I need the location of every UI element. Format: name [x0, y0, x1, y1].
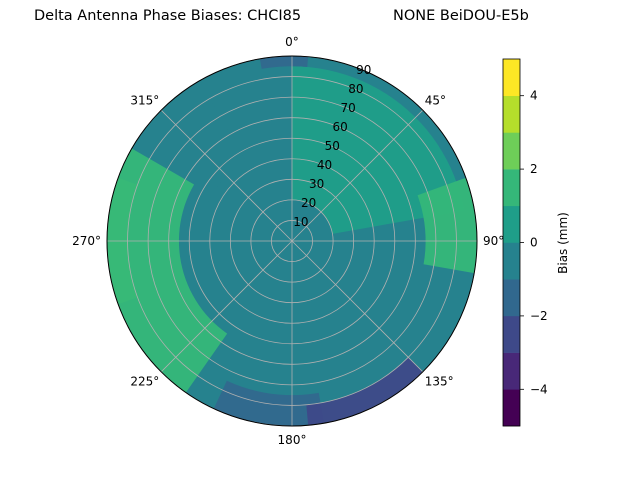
colorbar-tick-label: 2 [530, 162, 538, 176]
radial-tick-label: 70 [340, 101, 355, 115]
radial-tick-label: 20 [301, 196, 316, 210]
colorbar-level-block [503, 59, 520, 96]
contour-region-5 [213, 380, 325, 426]
polar-plot-area: 0° 45° 90° 135° 180° 225° 270° 315° 10 20 30 40 50 6… [72, 35, 504, 447]
theta-gridline-5 [160, 240, 293, 373]
radial-tick-label: 90 [356, 63, 371, 77]
colorbar-tick-label: 4 [530, 89, 538, 103]
radial-tick-label: 50 [325, 139, 340, 153]
contour-region-7 [259, 56, 309, 69]
theta-gridline-3 [291, 240, 424, 373]
theta-gridline-1 [291, 109, 424, 242]
radial-tick-label: 60 [333, 120, 348, 134]
theta-tick-label: 225° [130, 375, 159, 389]
theta-tick-label: 90° [483, 234, 504, 248]
colorbar-level-block [503, 315, 520, 353]
theta-tick-label: 270° [72, 234, 101, 248]
colorbar-ticks: −4 −2 0 2 4 [520, 89, 548, 396]
theta-tick-label: 180° [278, 433, 307, 447]
colorbar-level-block [503, 95, 520, 133]
theta-tick-label: 315° [130, 93, 159, 107]
colorbar-level-block [503, 132, 520, 170]
contour-region-1 [292, 66, 465, 234]
colorbar: −4 −2 0 2 4 Bias (mm) [502, 58, 570, 427]
chart-subtitle: NONE BeiDOU-E5b [393, 8, 529, 24]
chart-title: Delta Antenna Phase Biases: CHCI85 [34, 8, 302, 24]
radial-tick-label: 40 [317, 158, 332, 172]
radial-tick-label: 80 [348, 82, 363, 96]
theta-tick-label: 0° [285, 35, 299, 49]
colorbar-level-block [503, 205, 520, 243]
colorbar-blocks [503, 59, 520, 427]
contour-region-4 [107, 148, 228, 393]
radial-tick-label: 30 [309, 177, 324, 191]
radial-tick-labels: 10 20 30 40 50 60 70 80 90 [293, 63, 371, 229]
theta-tick-label: 135° [425, 375, 454, 389]
polar-frame [106, 55, 478, 427]
colorbar-label: Bias (mm) [556, 212, 570, 274]
colorbar-tick-label: 0 [530, 236, 538, 250]
colorbar-level-block [503, 242, 520, 280]
colorbar-tick-label: −2 [530, 309, 548, 323]
polar-grid [106, 55, 478, 427]
theta-tick-labels: 0° 45° 90° 135° 180° 225° 270° 315° [72, 35, 504, 447]
theta-gridline-7 [160, 109, 293, 242]
colorbar-tick-label: −4 [530, 382, 548, 396]
contour-region-2 [417, 177, 477, 274]
colorbar-level-block [503, 389, 520, 427]
contour-region-6 [306, 357, 423, 426]
colorbar-level-block [503, 352, 520, 390]
radial-tick-label: 10 [293, 215, 308, 229]
colorbar-level-block [503, 279, 520, 317]
colorbar-level-block [503, 169, 520, 207]
theta-tick-label: 45° [425, 93, 446, 107]
